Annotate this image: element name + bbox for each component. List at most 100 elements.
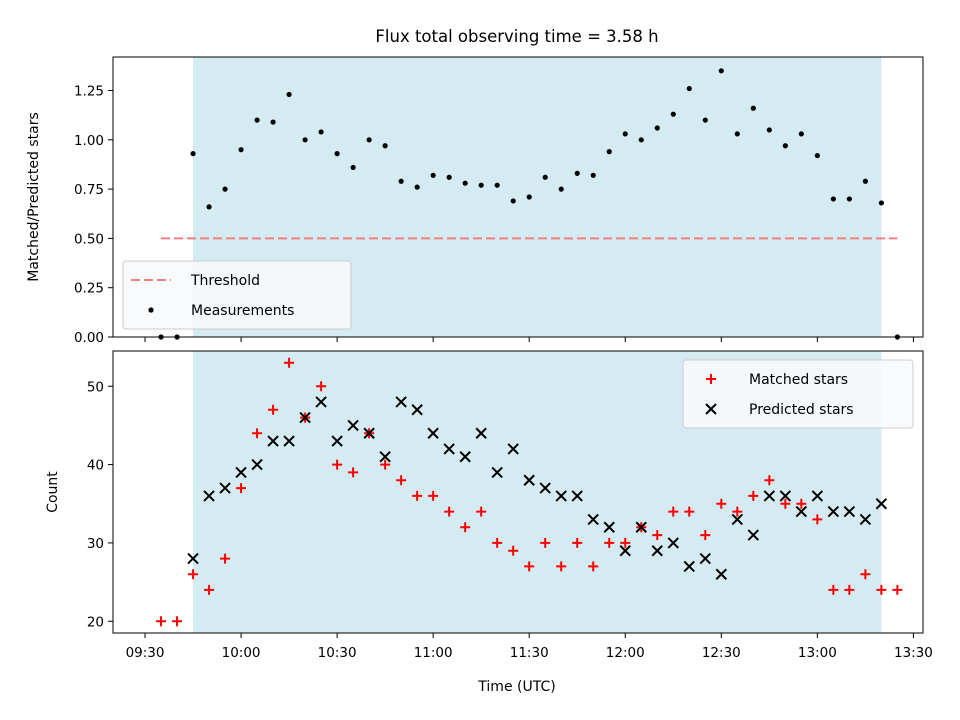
predicted-stars-point — [667, 537, 679, 549]
measurement-point — [206, 204, 212, 210]
predicted-stars-point — [635, 521, 647, 533]
predicted-stars-point — [379, 451, 391, 463]
predicted-stars-point — [587, 513, 599, 526]
predicted-stars-point — [827, 505, 840, 518]
measurement-point — [446, 174, 452, 180]
predicted-stars-point — [187, 552, 199, 565]
predicted-stars-point — [411, 404, 423, 416]
predicted-stars-point — [299, 411, 311, 424]
predicted-stars-point — [763, 490, 776, 502]
matched-stars-point — [252, 428, 263, 439]
legend-label: Measurements — [191, 303, 294, 319]
measurement-point — [606, 149, 612, 155]
predicted-stars-point — [651, 545, 663, 557]
matched-stars-point — [748, 490, 759, 501]
legend-x-swatch — [705, 403, 717, 415]
measurement-point — [222, 186, 228, 192]
measurement-point — [430, 172, 436, 178]
matched-stars-point — [476, 506, 487, 517]
measurement-point — [494, 182, 500, 188]
x-tick-label: 13:00 — [798, 645, 837, 661]
count-panel: 20 30 40 50 09:30 10:00 10:30 11:00 11:30 12:00 12… — [87, 350, 933, 661]
matched-stars-point — [172, 616, 183, 627]
x-tick-label: 12:30 — [702, 645, 741, 661]
measurement-point — [398, 178, 404, 184]
matched-stars-point — [284, 357, 295, 368]
predicted-stars-point — [523, 474, 535, 486]
measurement-point — [350, 164, 356, 171]
measurement-point — [654, 125, 660, 131]
measurement-point — [462, 180, 468, 186]
predicted-stars-point — [363, 427, 375, 439]
matched-stars-point — [348, 467, 359, 478]
matched-stars-point — [460, 522, 471, 533]
matched-stars-point — [428, 490, 439, 501]
predicted-stars-point — [203, 490, 215, 502]
matched-stars-point — [188, 569, 199, 580]
legend-label: Matched stars — [749, 372, 848, 388]
y-tick-label: 50 — [87, 379, 104, 395]
matched-stars-point — [316, 381, 327, 392]
measurement-point — [382, 143, 388, 149]
matched-stars-point — [716, 498, 727, 509]
matched-stars-point — [412, 490, 423, 501]
matched-stars-point — [508, 545, 519, 556]
measurement-point — [542, 174, 548, 180]
measurement-point — [190, 151, 196, 157]
predicted-stars-point — [715, 568, 728, 580]
measurement-point — [814, 152, 820, 159]
ylabel-count: Count — [45, 471, 61, 513]
matched-stars-point — [588, 561, 599, 572]
measurement-point — [590, 172, 596, 178]
measurement-point — [366, 137, 372, 143]
predicted-stars-point — [779, 490, 792, 502]
matched-stars-point — [268, 404, 279, 415]
measurement-point — [558, 186, 564, 192]
matched-stars-point — [732, 506, 743, 517]
predicted-stars-point — [731, 513, 744, 526]
matched-stars-point — [796, 498, 807, 509]
measurement-point — [846, 196, 852, 202]
predicted-stars-point — [235, 466, 247, 479]
predicted-stars-point — [859, 513, 872, 526]
measurement-point — [254, 117, 260, 123]
y-tick-label: 20 — [87, 614, 104, 630]
y-tick-label: 30 — [87, 536, 104, 552]
predicted-stars-point — [315, 396, 327, 408]
matched-stars-point — [332, 459, 343, 470]
predicted-stars-point — [539, 482, 551, 494]
plot-frame — [112, 56, 924, 338]
matched-stars-point — [764, 475, 775, 486]
matched-stars-point — [684, 506, 695, 517]
predicted-stars-point — [619, 545, 631, 557]
legend-label: Threshold — [190, 273, 260, 289]
legend-label: Predicted stars — [749, 402, 854, 418]
y-tick-label: 1.25 — [74, 84, 104, 100]
predicted-stars-point — [395, 396, 407, 408]
measurement-point — [526, 194, 532, 200]
matched-stars-point — [156, 616, 167, 627]
measurement-point — [702, 117, 708, 123]
matched-stars-point — [220, 553, 231, 564]
measurement-point — [270, 119, 276, 125]
predicted-stars-point — [699, 552, 711, 565]
predicted-stars-point — [683, 560, 695, 573]
matched-stars-point — [780, 498, 791, 509]
matched-stars-point — [828, 584, 839, 595]
measurement-point — [318, 129, 324, 135]
measurement-point — [478, 182, 484, 188]
legend-ratio: Threshold Measurements — [122, 260, 352, 330]
predicted-stars-point — [283, 435, 295, 447]
measurement-point — [734, 131, 740, 137]
matched-stars-point — [892, 584, 903, 595]
x-tick-label: 11:30 — [510, 645, 549, 661]
matched-stars-point — [444, 506, 455, 517]
legend-dot-swatch — [148, 307, 154, 313]
predicted-stars-point — [267, 435, 279, 447]
chart-title: Flux total observing time = 3.58 h — [375, 27, 658, 46]
legend-count: Matched stars Predicted stars — [682, 359, 914, 429]
legend-plus-swatch — [706, 374, 716, 384]
predicted-stars-point — [875, 498, 888, 510]
measurement-point — [750, 105, 756, 111]
y-tick-label: 0.25 — [74, 281, 104, 297]
